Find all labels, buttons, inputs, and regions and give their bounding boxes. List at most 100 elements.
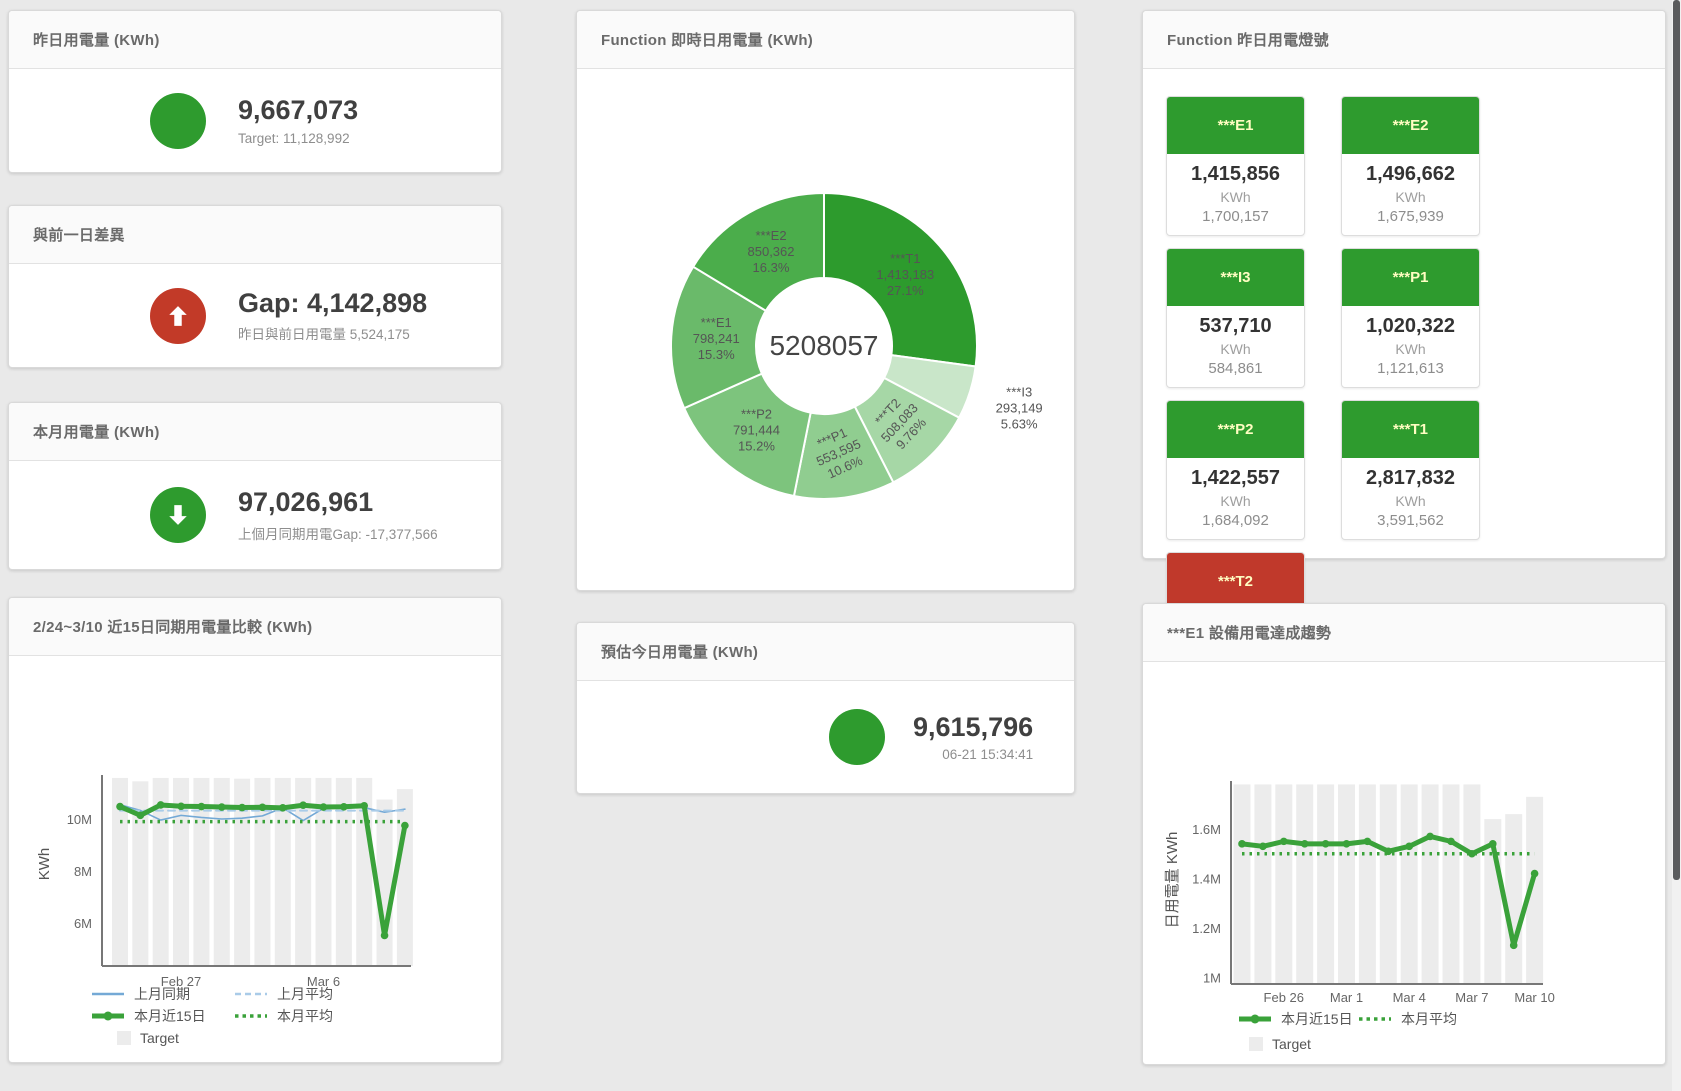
- series-point: [1509, 941, 1518, 950]
- series-point: [136, 811, 145, 820]
- light-tile-label: ***P1: [1342, 249, 1479, 306]
- donut-slice-label: ***E2 850,362 16.3%: [747, 228, 794, 275]
- light-tile-unit: KWh: [1220, 341, 1251, 357]
- legend-item-上月同期[interactable]: 上月同期: [91, 986, 190, 1002]
- target-bar: [376, 799, 393, 966]
- card-trend-chart: ***E1 設備用電達成趨勢 1.6M 1.4M 1.2M 1M Feb 26 Mar 1…: [1142, 603, 1666, 1065]
- forecast-value: 9,615,796: [913, 711, 1034, 742]
- series-point: [1280, 837, 1288, 846]
- scrollbar-track[interactable]: [1672, 0, 1681, 1091]
- card-yesterday-usage: 昨日用電量 (KWh) 9,667,073 Target: 11,128,992: [8, 10, 502, 173]
- light-tile-value: 1,496,662: [1366, 163, 1455, 185]
- y-axis-label: 日用電量 KWh: [1164, 832, 1181, 929]
- light-tile-target: 1,684,092: [1202, 512, 1269, 529]
- target-bar: [1275, 784, 1293, 984]
- series-point: [116, 802, 124, 811]
- target-bar: [1526, 796, 1544, 984]
- y-axis-tick: 10M: [67, 812, 92, 827]
- light-tile-target: 1,121,613: [1377, 360, 1444, 377]
- target-bar: [1379, 784, 1397, 984]
- x-axis-tick: Mar 6: [307, 974, 340, 989]
- series-point: [340, 802, 348, 811]
- y-axis-tick: 6M: [74, 916, 92, 931]
- legend-item-本月平均[interactable]: 本月平均: [1358, 1011, 1457, 1027]
- light-tile-label: ***P2: [1167, 401, 1304, 458]
- y-axis-tick: 8M: [74, 864, 92, 879]
- series-point: [1259, 842, 1267, 851]
- card-day-gap-title: 與前一日差異: [9, 206, 501, 264]
- x-axis-tick: Mar 1: [1330, 990, 1363, 1005]
- target-bar: [152, 777, 169, 966]
- yesterday-value: 9,667,073: [238, 95, 359, 126]
- card-month-title: 本月用電量 (KWh): [9, 403, 501, 461]
- target-bar: [274, 777, 291, 966]
- card-yesterday-title: 昨日用電量 (KWh): [9, 11, 501, 69]
- yesterday-target: Target: 11,128,992: [238, 130, 350, 146]
- target-bar: [1338, 784, 1355, 984]
- series-point: [299, 801, 307, 810]
- forecast-title: 預估今日用電量 (KWh): [577, 623, 1074, 681]
- target-bar: [1358, 784, 1376, 984]
- x-axis-tick: Mar 4: [1393, 990, 1426, 1005]
- light-tile-value: 1,415,856: [1191, 163, 1280, 185]
- donut-title: Function 即時日用電量 (KWh): [577, 11, 1074, 69]
- light-tile-label: ***T1: [1342, 401, 1479, 458]
- series-point: [380, 931, 389, 940]
- legend-target-swatch: [117, 1031, 131, 1045]
- series-point: [1447, 837, 1455, 846]
- lights-title: Function 昨日用電燈號: [1143, 11, 1665, 69]
- series-point: [1342, 840, 1351, 848]
- series-point: [177, 802, 185, 811]
- light-tile: ***E2 1,496,662 KWh 1,675,939: [1341, 96, 1480, 236]
- month-sub: 上個月同期用電Gap: -17,377,566: [238, 526, 438, 542]
- target-bar: [173, 777, 190, 966]
- card-day-gap: 與前一日差異 Gap: 4,142,898 昨日與前日用電量 5,524,175: [8, 205, 502, 368]
- target-bar: [234, 778, 251, 966]
- card-month-usage: 本月用電量 (KWh) 97,026,961 上個月同期用電Gap: -17,3…: [8, 402, 502, 570]
- target-bar: [1400, 784, 1418, 984]
- light-tiles: ***E1 1,415,856 KWh 1,700,157 ***E2 1,496,662…: [1166, 96, 1646, 692]
- legend-item-本月近15日[interactable]: 本月近15日: [1238, 1011, 1353, 1027]
- y-axis-tick: 1.6M: [1192, 822, 1221, 837]
- target-bar: [193, 777, 210, 966]
- light-tile-label: ***E2: [1342, 97, 1479, 154]
- series-point: [1238, 840, 1246, 848]
- scrollbar-thumb[interactable]: [1673, 0, 1680, 880]
- light-tile-target: 3,591,562: [1377, 512, 1444, 529]
- target-bar: [335, 777, 352, 966]
- target-bar: [1233, 784, 1251, 984]
- status-circle: [150, 92, 206, 149]
- series-point: [156, 801, 165, 809]
- series-point: [1426, 832, 1434, 841]
- legend-item-Target[interactable]: Target: [1249, 1036, 1311, 1052]
- compare-chart: 10M 8M 6M Feb 27 Mar 6 KWh: [36, 775, 413, 989]
- light-tile: ***E1 1,415,856 KWh 1,700,157: [1166, 96, 1305, 236]
- series-point: [279, 804, 287, 812]
- donut-slice-label: ***P1553,59510.6%: [807, 422, 869, 484]
- legend-item-上月平均[interactable]: 上月平均: [234, 986, 333, 1002]
- light-tile: ***P2 1,422,557 KWh 1,684,092: [1166, 400, 1305, 540]
- light-tile: ***T1 2,817,832 KWh 3,591,562: [1341, 400, 1480, 540]
- x-axis-tick: Feb 27: [161, 974, 201, 989]
- target-bar: [396, 789, 413, 966]
- light-tile-unit: KWh: [1220, 189, 1251, 205]
- x-axis-tick: Feb 26: [1264, 990, 1304, 1005]
- light-tile-label: ***I3: [1167, 249, 1304, 306]
- status-circle: [829, 709, 885, 765]
- light-tile-value: 2,817,832: [1366, 467, 1455, 489]
- light-tile-unit: KWh: [1395, 493, 1426, 509]
- target-bar: [295, 777, 312, 966]
- month-value: 97,026,961: [238, 487, 374, 518]
- target-bar: [1421, 784, 1439, 984]
- target-bar: [1296, 784, 1314, 984]
- light-tile-value: 1,020,322: [1366, 315, 1455, 337]
- x-axis-tick: Mar 10: [1514, 990, 1554, 1005]
- series-point: [1363, 837, 1372, 846]
- series-point: [1468, 849, 1476, 858]
- light-tile: ***P1 1,020,322 KWh 1,121,613: [1341, 248, 1480, 388]
- legend-item-Target[interactable]: Target: [117, 1030, 179, 1046]
- target-bar: [1463, 784, 1481, 984]
- legend-item-本月平均[interactable]: 本月平均: [234, 1008, 333, 1024]
- legend-label: 本月近15日: [134, 1008, 206, 1024]
- legend-item-本月近15日[interactable]: 本月近15日: [91, 1008, 206, 1024]
